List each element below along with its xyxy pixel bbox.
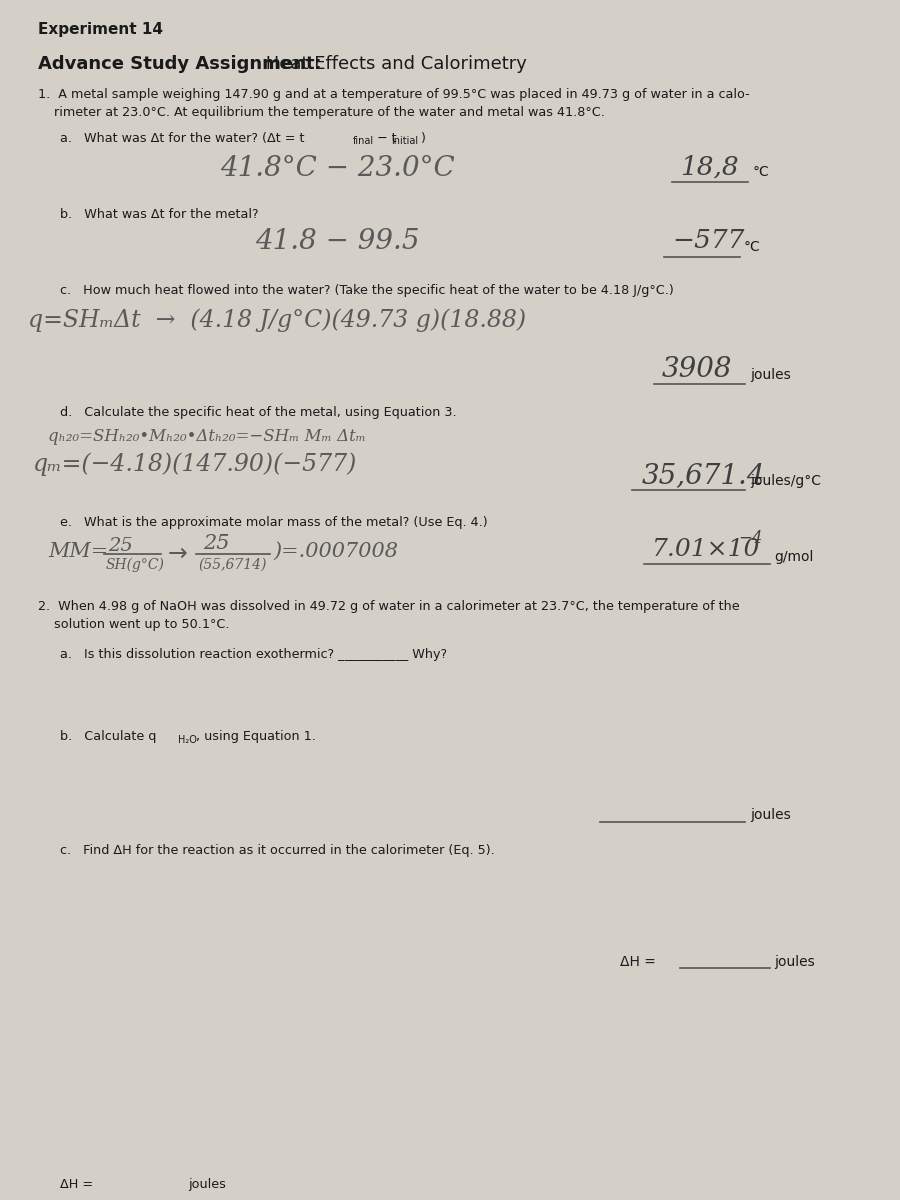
Text: 18,8: 18,8 — [680, 155, 739, 180]
Text: a.   Is this dissolution reaction exothermic? ___________ Why?: a. Is this dissolution reaction exotherm… — [60, 648, 447, 661]
Text: 3908: 3908 — [662, 356, 733, 383]
Text: Heat Effects and Calorimetry: Heat Effects and Calorimetry — [260, 55, 526, 73]
Text: c.   Find ΔH for the reaction as it occurred in the calorimeter (Eq. 5).: c. Find ΔH for the reaction as it occurr… — [60, 844, 495, 857]
Text: 41.8 − 99.5: 41.8 − 99.5 — [255, 228, 419, 254]
Text: joules: joules — [750, 368, 791, 382]
Text: e.   What is the approximate molar mass of the metal? (Use Eq. 4.): e. What is the approximate molar mass of… — [60, 516, 488, 529]
Text: −4: −4 — [738, 530, 762, 547]
Text: 41.8°C − 23.0°C: 41.8°C − 23.0°C — [220, 155, 454, 182]
Text: Experiment 14: Experiment 14 — [38, 22, 163, 37]
Text: rimeter at 23.0°C. At equilibrium the temperature of the water and metal was 41.: rimeter at 23.0°C. At equilibrium the te… — [38, 106, 605, 119]
Text: −577: −577 — [672, 228, 744, 253]
Text: ): ) — [420, 132, 425, 145]
Text: ΔH =: ΔH = — [620, 955, 656, 970]
Text: °C: °C — [753, 164, 770, 179]
Text: initial: initial — [391, 136, 419, 146]
Text: H₂O: H₂O — [178, 734, 197, 745]
Text: )=.0007008: )=.0007008 — [273, 542, 398, 560]
Text: final: final — [353, 136, 374, 146]
Text: (55,6714): (55,6714) — [198, 558, 266, 572]
Text: °C: °C — [744, 240, 760, 254]
Text: solution went up to 50.1°C.: solution went up to 50.1°C. — [38, 618, 230, 631]
Text: b.   Calculate q: b. Calculate q — [60, 730, 157, 743]
Text: MM=: MM= — [48, 542, 108, 560]
Text: SH(g°C): SH(g°C) — [106, 558, 165, 572]
Text: q=SHₘΔt  →  (4.18 J/g°C)(49.73 g)(18.88): q=SHₘΔt → (4.18 J/g°C)(49.73 g)(18.88) — [28, 308, 526, 331]
Text: 25: 25 — [203, 534, 230, 553]
Text: joules: joules — [750, 808, 791, 822]
Text: d.   Calculate the specific heat of the metal, using Equation 3.: d. Calculate the specific heat of the me… — [60, 406, 456, 419]
Text: a.   What was Δt for the water? (Δt = t: a. What was Δt for the water? (Δt = t — [60, 132, 304, 145]
Text: g/mol: g/mol — [774, 550, 814, 564]
Text: Advance Study Assignment:: Advance Study Assignment: — [38, 55, 321, 73]
Text: ΔH =: ΔH = — [60, 1178, 93, 1190]
Text: , using Equation 1.: , using Equation 1. — [196, 730, 316, 743]
Text: − t: − t — [373, 132, 397, 145]
Text: 2.  When 4.98 g of NaOH was dissolved in 49.72 g of water in a calorimeter at 23: 2. When 4.98 g of NaOH was dissolved in … — [38, 600, 740, 613]
Text: qₕ₂₀=SHₕ₂₀•Mₕ₂₀•Δtₕ₂₀=−SHₘ Mₘ Δtₘ: qₕ₂₀=SHₕ₂₀•Mₕ₂₀•Δtₕ₂₀=−SHₘ Mₘ Δtₘ — [48, 428, 366, 445]
Text: joules/g°C: joules/g°C — [750, 474, 821, 488]
Text: 35,671.4: 35,671.4 — [642, 462, 766, 490]
Text: b.   What was Δt for the metal?: b. What was Δt for the metal? — [60, 208, 258, 221]
Text: 7.01×10: 7.01×10 — [652, 538, 760, 560]
Text: 25: 25 — [108, 538, 133, 554]
Text: 1.  A metal sample weighing 147.90 g and at a temperature of 99.5°C was placed i: 1. A metal sample weighing 147.90 g and … — [38, 88, 750, 101]
Text: →: → — [168, 542, 188, 566]
Text: qₘ=(−4.18)(147.90)(−577): qₘ=(−4.18)(147.90)(−577) — [33, 452, 357, 475]
Text: c.   How much heat flowed into the water? (Take the specific heat of the water t: c. How much heat flowed into the water? … — [60, 284, 674, 296]
Text: joules: joules — [774, 955, 814, 970]
Text: joules: joules — [188, 1178, 226, 1190]
